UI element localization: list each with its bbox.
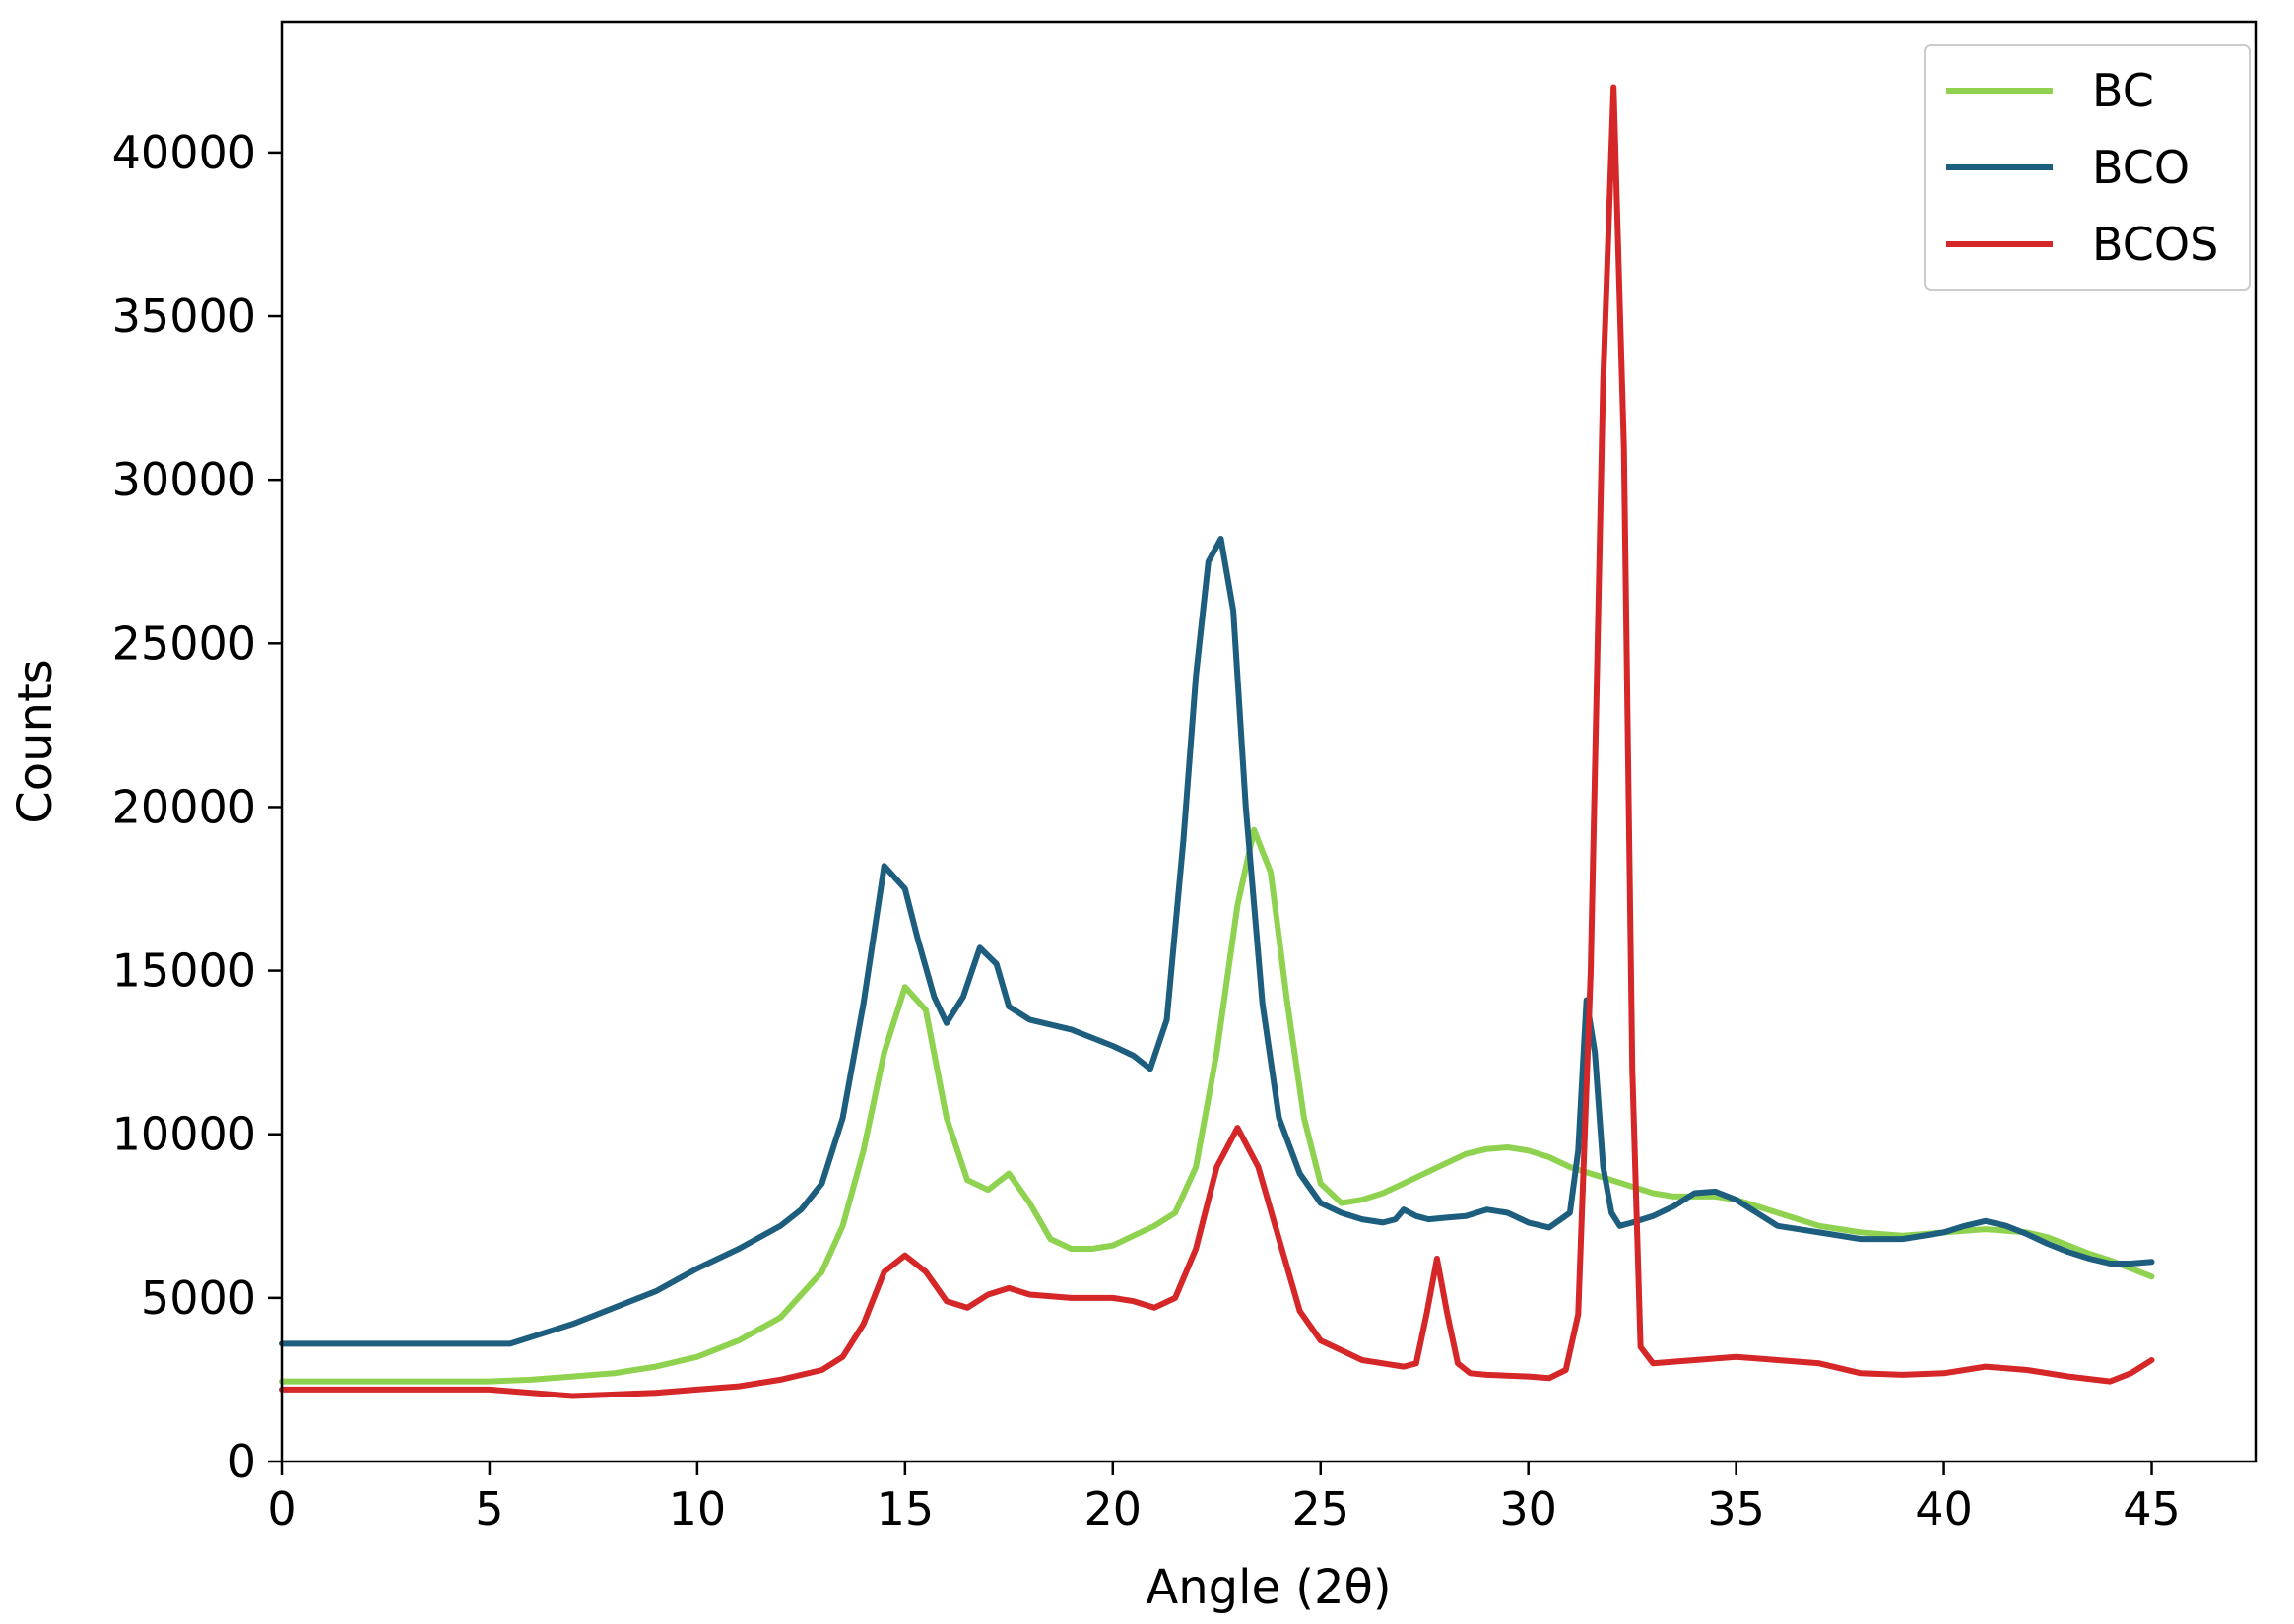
y-axis: 0 5000 10000 15000 20000 25000 30000 35000 40000 <box>112 126 282 1488</box>
y-tick-label: 10000 <box>112 1108 256 1161</box>
y-tick-label: 20000 <box>112 780 256 833</box>
y-axis-label: Counts <box>8 659 63 824</box>
y-tick-label: 35000 <box>112 290 256 343</box>
x-tick-label: 30 <box>1499 1482 1557 1535</box>
x-tick-label: 35 <box>1707 1482 1765 1535</box>
x-tick-label: 10 <box>669 1482 727 1535</box>
y-tick-label: 5000 <box>141 1271 256 1325</box>
series-line-bcos <box>279 84 2155 1399</box>
y-tick-label: 25000 <box>112 617 256 670</box>
plot-frame <box>280 20 2258 1463</box>
y-tick-label: 0 <box>228 1435 256 1488</box>
legend-label-bc: BC <box>2092 64 2154 117</box>
series-line-bco <box>279 536 2155 1347</box>
x-axis-label: Angle (2θ) <box>1146 1560 1391 1615</box>
x-tick-label: 40 <box>1915 1482 1973 1535</box>
x-tick-label: 15 <box>877 1482 935 1535</box>
x-tick-label: 5 <box>475 1482 503 1535</box>
y-tick-label: 15000 <box>112 944 256 998</box>
legend-label-bco: BCO <box>2092 141 2190 194</box>
x-tick-label: 25 <box>1291 1482 1349 1535</box>
y-tick-label: 30000 <box>112 453 256 506</box>
x-tick-label: 20 <box>1084 1482 1143 1535</box>
x-tick-label: 45 <box>2123 1482 2181 1535</box>
legend-label-bcos: BCOS <box>2092 218 2218 271</box>
legend: BC BCO BCOS <box>1924 44 2251 291</box>
series-line-bc <box>279 826 2155 1385</box>
y-tick-label: 40000 <box>112 126 256 179</box>
plot-lines <box>279 84 2155 1399</box>
x-axis: 0 5 10 15 20 25 30 35 40 45 <box>267 1462 2181 1535</box>
legend-box <box>1924 44 2251 291</box>
x-tick-label: 0 <box>267 1482 295 1535</box>
